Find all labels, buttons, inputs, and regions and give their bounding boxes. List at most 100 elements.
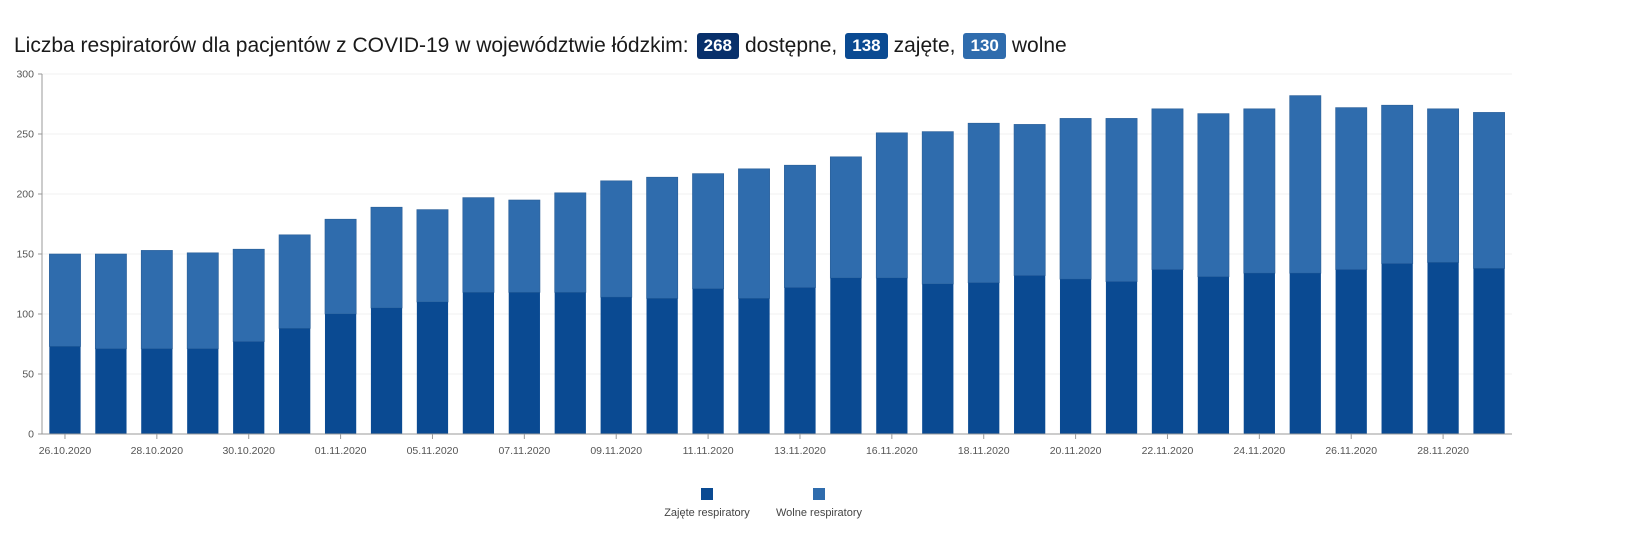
bar-occupied-18.11.2020 <box>968 282 1000 434</box>
x-tick: 07.11.2020 <box>498 445 550 457</box>
bar-occupied-08.11.2020 <box>554 292 586 434</box>
badge-available-label: dostępne, <box>744 34 838 57</box>
bar-free-11.11.2020 <box>692 173 725 290</box>
x-tick-label: 22.11.2020 <box>1142 445 1194 457</box>
bar-free-01.11.2020 <box>324 218 357 315</box>
x-tick-label: 13.11.2020 <box>774 445 826 457</box>
bar-occupied-12.11.2020 <box>738 298 770 434</box>
badge-free: 130 <box>963 33 1006 59</box>
y-tick: 100 <box>16 309 34 321</box>
bar-free-23.11.2020 <box>1197 113 1230 278</box>
x-tick-label: 30.10.2020 <box>222 445 275 457</box>
x-tick: 11.11.2020 <box>683 445 734 457</box>
x-tick: 05.11.2020 <box>407 445 459 457</box>
bar-free-30.10.2020 <box>232 248 265 342</box>
bar-occupied-09.11.2020 <box>600 297 632 434</box>
x-tick-label: 01.11.2020 <box>315 445 367 457</box>
bar-free-29.11.2020 <box>1473 112 1505 269</box>
bar-free-28.11.2020 <box>1427 108 1460 263</box>
bar-occupied-27.10.2020 <box>95 348 127 434</box>
badge-occupied-label: zajęte, <box>893 34 956 57</box>
bar-occupied-19.11.2020 <box>1014 275 1046 434</box>
bar-occupied-07.11.2020 <box>508 292 540 434</box>
bar-free-25.11.2020 <box>1289 95 1322 274</box>
bar-occupied-20.11.2020 <box>1059 279 1092 434</box>
bar-occupied-27.11.2020 <box>1381 263 1413 434</box>
x-tick: 24.11.2020 <box>1233 445 1285 457</box>
x-tick-label: 26.10.2020 <box>39 445 92 457</box>
bar-free-22.11.2020 <box>1151 108 1184 270</box>
y-tick-label: 200 <box>16 189 34 201</box>
x-tick: 01.11.2020 <box>315 445 367 457</box>
y-tick: 200 <box>16 189 34 201</box>
bar-free-21.11.2020 <box>1105 118 1138 282</box>
legend-swatch-free <box>813 488 825 500</box>
bar-free-15.11.2020 <box>829 156 862 279</box>
chart-title: Liczba respiratorów dla pacjentów z COVI… <box>14 30 1073 62</box>
bar-occupied-26.11.2020 <box>1335 269 1367 434</box>
x-tick: 28.11.2020 <box>1417 445 1469 457</box>
bar-occupied-22.11.2020 <box>1151 269 1184 434</box>
legend-label-free: Wolne respiratory <box>776 507 862 519</box>
bar-free-31.10.2020 <box>278 234 311 329</box>
x-tick-label: 24.11.2020 <box>1233 445 1285 457</box>
x-tick-label: 09.11.2020 <box>590 445 642 457</box>
bar-occupied-15.11.2020 <box>830 278 862 434</box>
x-tick-label: 28.11.2020 <box>1417 445 1469 457</box>
bar-occupied-17.11.2020 <box>922 284 954 434</box>
bar-occupied-13.11.2020 <box>784 287 816 434</box>
x-tick: 22.11.2020 <box>1142 445 1194 457</box>
bar-free-07.11.2020 <box>508 199 541 293</box>
bar-occupied-11.11.2020 <box>692 288 724 434</box>
bar-free-16.11.2020 <box>875 132 908 279</box>
badge-occupied: 138 <box>845 33 888 59</box>
bar-occupied-31.10.2020 <box>279 328 311 434</box>
bar-occupied-23.11.2020 <box>1197 276 1230 434</box>
bar-free-27.11.2020 <box>1381 104 1414 264</box>
bar-occupied-30.10.2020 <box>233 341 265 434</box>
y-tick-label: 150 <box>16 249 34 261</box>
bar-occupied-28.10.2020 <box>141 348 173 434</box>
x-tick-label: 05.11.2020 <box>407 445 459 457</box>
bar-free-28.10.2020 <box>140 250 173 350</box>
legend-swatch-occupied <box>701 488 713 500</box>
bar-free-19.11.2020 <box>1013 124 1046 276</box>
x-tick: 26.10.2020 <box>39 445 92 457</box>
y-tick: 0 <box>28 429 34 441</box>
x-tick-label: 16.11.2020 <box>866 445 918 457</box>
bar-occupied-10.11.2020 <box>646 298 678 434</box>
bar-occupied-06.11.2020 <box>462 292 495 434</box>
x-tick: 09.11.2020 <box>590 445 642 457</box>
bar-occupied-29.11.2020 <box>1473 268 1505 434</box>
bar-occupied-02.11.2020 <box>370 308 403 434</box>
title-text: Liczba respiratorów dla pacjentów z COVI… <box>14 34 689 57</box>
bar-free-02.11.2020 <box>370 206 403 309</box>
bar-free-08.11.2020 <box>554 192 587 293</box>
bar-occupied-16.11.2020 <box>876 278 908 434</box>
y-tick-label: 300 <box>16 69 34 81</box>
bar-free-17.11.2020 <box>921 131 954 285</box>
bar-free-20.11.2020 <box>1059 118 1092 280</box>
bar-free-29.10.2020 <box>186 252 219 350</box>
badge-free-label: wolne <box>1011 34 1067 57</box>
bar-free-13.11.2020 <box>784 164 816 288</box>
bar-occupied-25.11.2020 <box>1289 273 1321 434</box>
legend-label-occupied: Zajęte respiratory <box>664 507 750 519</box>
x-tick-label: 26.11.2020 <box>1325 445 1377 457</box>
badge-available: 268 <box>696 33 739 59</box>
bar-occupied-24.11.2020 <box>1243 273 1275 434</box>
y-tick: 250 <box>16 129 34 141</box>
bar-free-05.11.2020 <box>416 209 449 303</box>
x-tick-label: 28.10.2020 <box>131 445 184 457</box>
bar-free-18.11.2020 <box>967 122 1000 284</box>
bar-occupied-05.11.2020 <box>416 302 449 434</box>
y-tick-label: 250 <box>16 129 34 141</box>
bar-occupied-01.11.2020 <box>324 314 357 434</box>
y-tick-label: 50 <box>22 369 34 381</box>
x-tick: 30.10.2020 <box>222 445 275 457</box>
bar-free-26.10.2020 <box>49 253 81 347</box>
bar-free-12.11.2020 <box>738 168 770 299</box>
bar-free-24.11.2020 <box>1243 108 1276 274</box>
bar-occupied-26.10.2020 <box>49 346 81 434</box>
